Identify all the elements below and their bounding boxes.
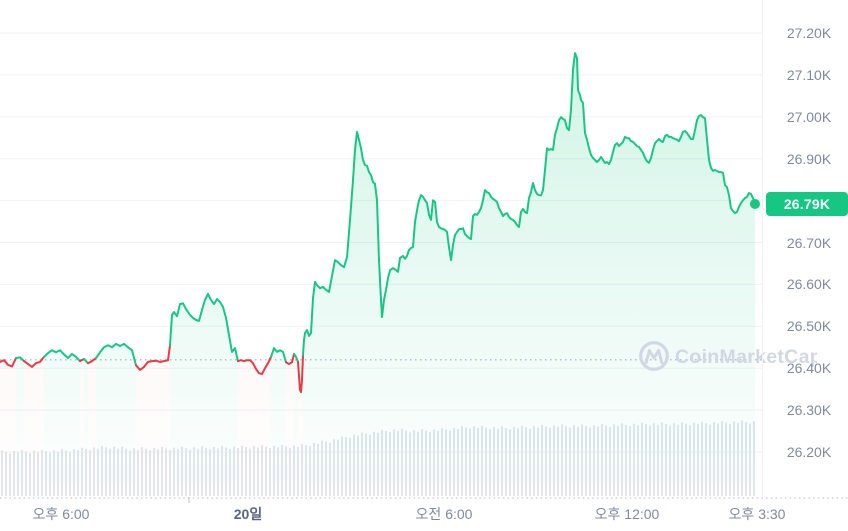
price-area [44, 350, 80, 496]
y-axis-tick: 27.20K [786, 25, 832, 41]
current-price-dot [750, 198, 760, 209]
current-price-label: 26.79K [783, 195, 831, 212]
x-axis-tick: 오후 12:00 [594, 506, 660, 522]
price-line [95, 342, 137, 367]
x-axis-tick: 오전 6:00 [415, 506, 473, 522]
price-line [293, 353, 299, 363]
price-line [0, 357, 17, 368]
y-axis-tick: 26.90K [786, 150, 832, 167]
y-axis: 27.20K 27.10K 27.00K 26.90K 26.70K 26.60K 26.5… [762, 0, 848, 497]
y-axis-tick: 26.50K [786, 318, 832, 335]
price-area [84, 359, 88, 496]
price-line [302, 52, 756, 357]
axis-separator [0, 497, 848, 503]
y-axis-tick: 26.60K [786, 276, 832, 293]
price-line [87, 357, 97, 365]
price-area [16, 357, 24, 496]
current-price-badge: 26.79K [766, 191, 848, 216]
price-line [15, 356, 25, 363]
chart-canvas[interactable] [0, 0, 762, 497]
x-axis-tick: 20일 [233, 506, 263, 522]
y-axis-tick: 26.40K [786, 360, 832, 377]
price-area [294, 354, 298, 496]
price-line [23, 355, 45, 368]
y-axis-tick: 26.20K [786, 444, 832, 460]
price-line [285, 353, 295, 365]
price-area [303, 53, 755, 496]
price-line [43, 349, 81, 363]
price-area [238, 356, 271, 496]
x-axis-tick: 오후 6:00 [32, 506, 90, 522]
price-line [135, 344, 171, 371]
x-axis: 오후 6:00 20일 오전 6:00 오후 12:00 오후 3:30 [0, 497, 848, 531]
price-area [24, 356, 44, 496]
x-axis-tick: 오후 3:30 [728, 506, 786, 522]
price-line [297, 354, 304, 394]
price-area [286, 354, 294, 496]
price-line [270, 347, 287, 364]
price-area [80, 359, 84, 496]
price-area [170, 294, 238, 496]
price-line [237, 355, 272, 376]
price-area [136, 345, 170, 496]
y-axis-tick: 27.10K [786, 66, 832, 83]
y-axis-tick: 26.30K [786, 402, 832, 419]
price-area [271, 348, 286, 496]
price-line [169, 293, 239, 363]
y-axis-tick: 27.00K [786, 108, 832, 125]
price-area [0, 358, 16, 496]
y-axis-tick: 26.70K [786, 234, 832, 251]
price-area [96, 343, 136, 496]
price-area [88, 358, 96, 496]
